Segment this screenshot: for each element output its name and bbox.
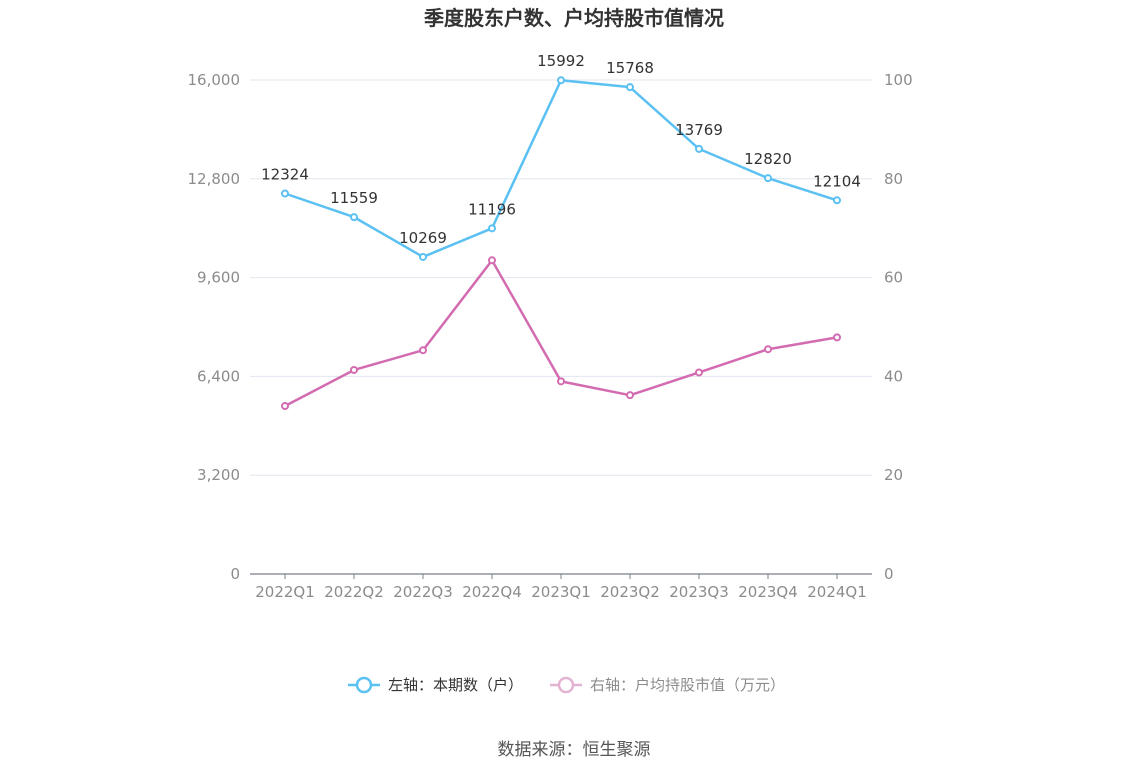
series-2-point: [833, 333, 841, 342]
series-2-point: [350, 365, 358, 374]
data-label: 12324: [261, 165, 309, 183]
data-label: 12104: [813, 172, 861, 190]
series-1-point: [557, 76, 565, 85]
series-lines: [281, 76, 841, 411]
legend-item-2[interactable]: 右轴：户均持股市值（万元）: [550, 676, 785, 694]
data-label: 10269: [399, 229, 447, 247]
legend-marker: [557, 676, 575, 694]
right-tick-label: 20: [884, 466, 903, 484]
left-tick-label: 6,400: [197, 367, 240, 385]
x-tick-label: 2023Q1: [531, 583, 591, 601]
legend[interactable]: 左轴：本期数（户） 右轴：户均持股市值（万元）: [348, 676, 785, 694]
x-tick-label: 2023Q3: [669, 583, 729, 601]
series-1-point: [695, 144, 703, 153]
series-line-1: [284, 78, 838, 259]
series-1-point: [833, 196, 841, 205]
left-tick-label: 3,200: [197, 466, 240, 484]
right-axis-ticks: 0 20 40 60 80 100: [884, 71, 913, 583]
x-tick-label: 2023Q4: [738, 583, 798, 601]
series-2-point: [557, 377, 565, 386]
source-note: 数据来源：恒生聚源: [498, 740, 651, 760]
series-2-point: [695, 368, 703, 377]
series-1-point: [281, 189, 289, 198]
data-label: 15768: [606, 59, 654, 77]
right-tick-label: 80: [884, 170, 903, 188]
legend-label: 右轴：户均持股市值（万元）: [590, 676, 785, 694]
x-tick-label: 2024Q1: [807, 583, 867, 601]
series-1-point: [419, 252, 427, 261]
data-label: 11559: [330, 189, 378, 207]
x-tick-label: 2022Q4: [462, 583, 522, 601]
x-axis: 2022Q1 2022Q2 2022Q3 2022Q4 2023Q1 2023Q2 2023…: [250, 573, 872, 601]
left-tick-label: 0: [230, 565, 240, 583]
legend-item-1[interactable]: 左轴：本期数（户）: [348, 676, 523, 694]
series-2-point: [419, 346, 427, 355]
series-1-point: [626, 83, 634, 92]
right-tick-label: 40: [884, 367, 903, 385]
left-tick-label: 12,800: [188, 170, 241, 188]
series-2-point: [626, 391, 634, 400]
data-labels: 12324 11559 10269 11196 15992 15768 13769 12820…: [261, 52, 861, 247]
series-1-point: [764, 174, 772, 183]
x-tick-label: 2023Q2: [600, 583, 660, 601]
x-tick-label: 2022Q2: [324, 583, 384, 601]
series-1-point: [350, 213, 358, 222]
data-label: 13769: [675, 121, 723, 139]
x-tick-label: 2022Q1: [255, 583, 315, 601]
left-tick-label: 16,000: [188, 71, 241, 89]
data-label: 12820: [744, 150, 792, 168]
legend-marker: [355, 676, 373, 694]
data-label: 15992: [537, 52, 585, 70]
legend-label: 左轴：本期数（户）: [388, 676, 523, 694]
left-axis-ticks: 0 3,200 6,400 9,600 12,800 16,000: [188, 71, 241, 583]
series-2-point: [281, 402, 289, 411]
right-tick-label: 100: [884, 71, 913, 89]
left-tick-label: 9,600: [197, 269, 240, 287]
chart-title: 季度股东户数、户均持股市值情况: [423, 6, 724, 30]
grid-lines: [250, 79, 872, 476]
data-label: 11196: [468, 200, 516, 218]
x-tick-label: 2022Q3: [393, 583, 453, 601]
right-tick-label: 0: [884, 565, 894, 583]
right-tick-label: 60: [884, 269, 903, 287]
series-2-point: [488, 256, 496, 265]
series-1-point: [488, 224, 496, 233]
series-2-point: [764, 345, 772, 354]
